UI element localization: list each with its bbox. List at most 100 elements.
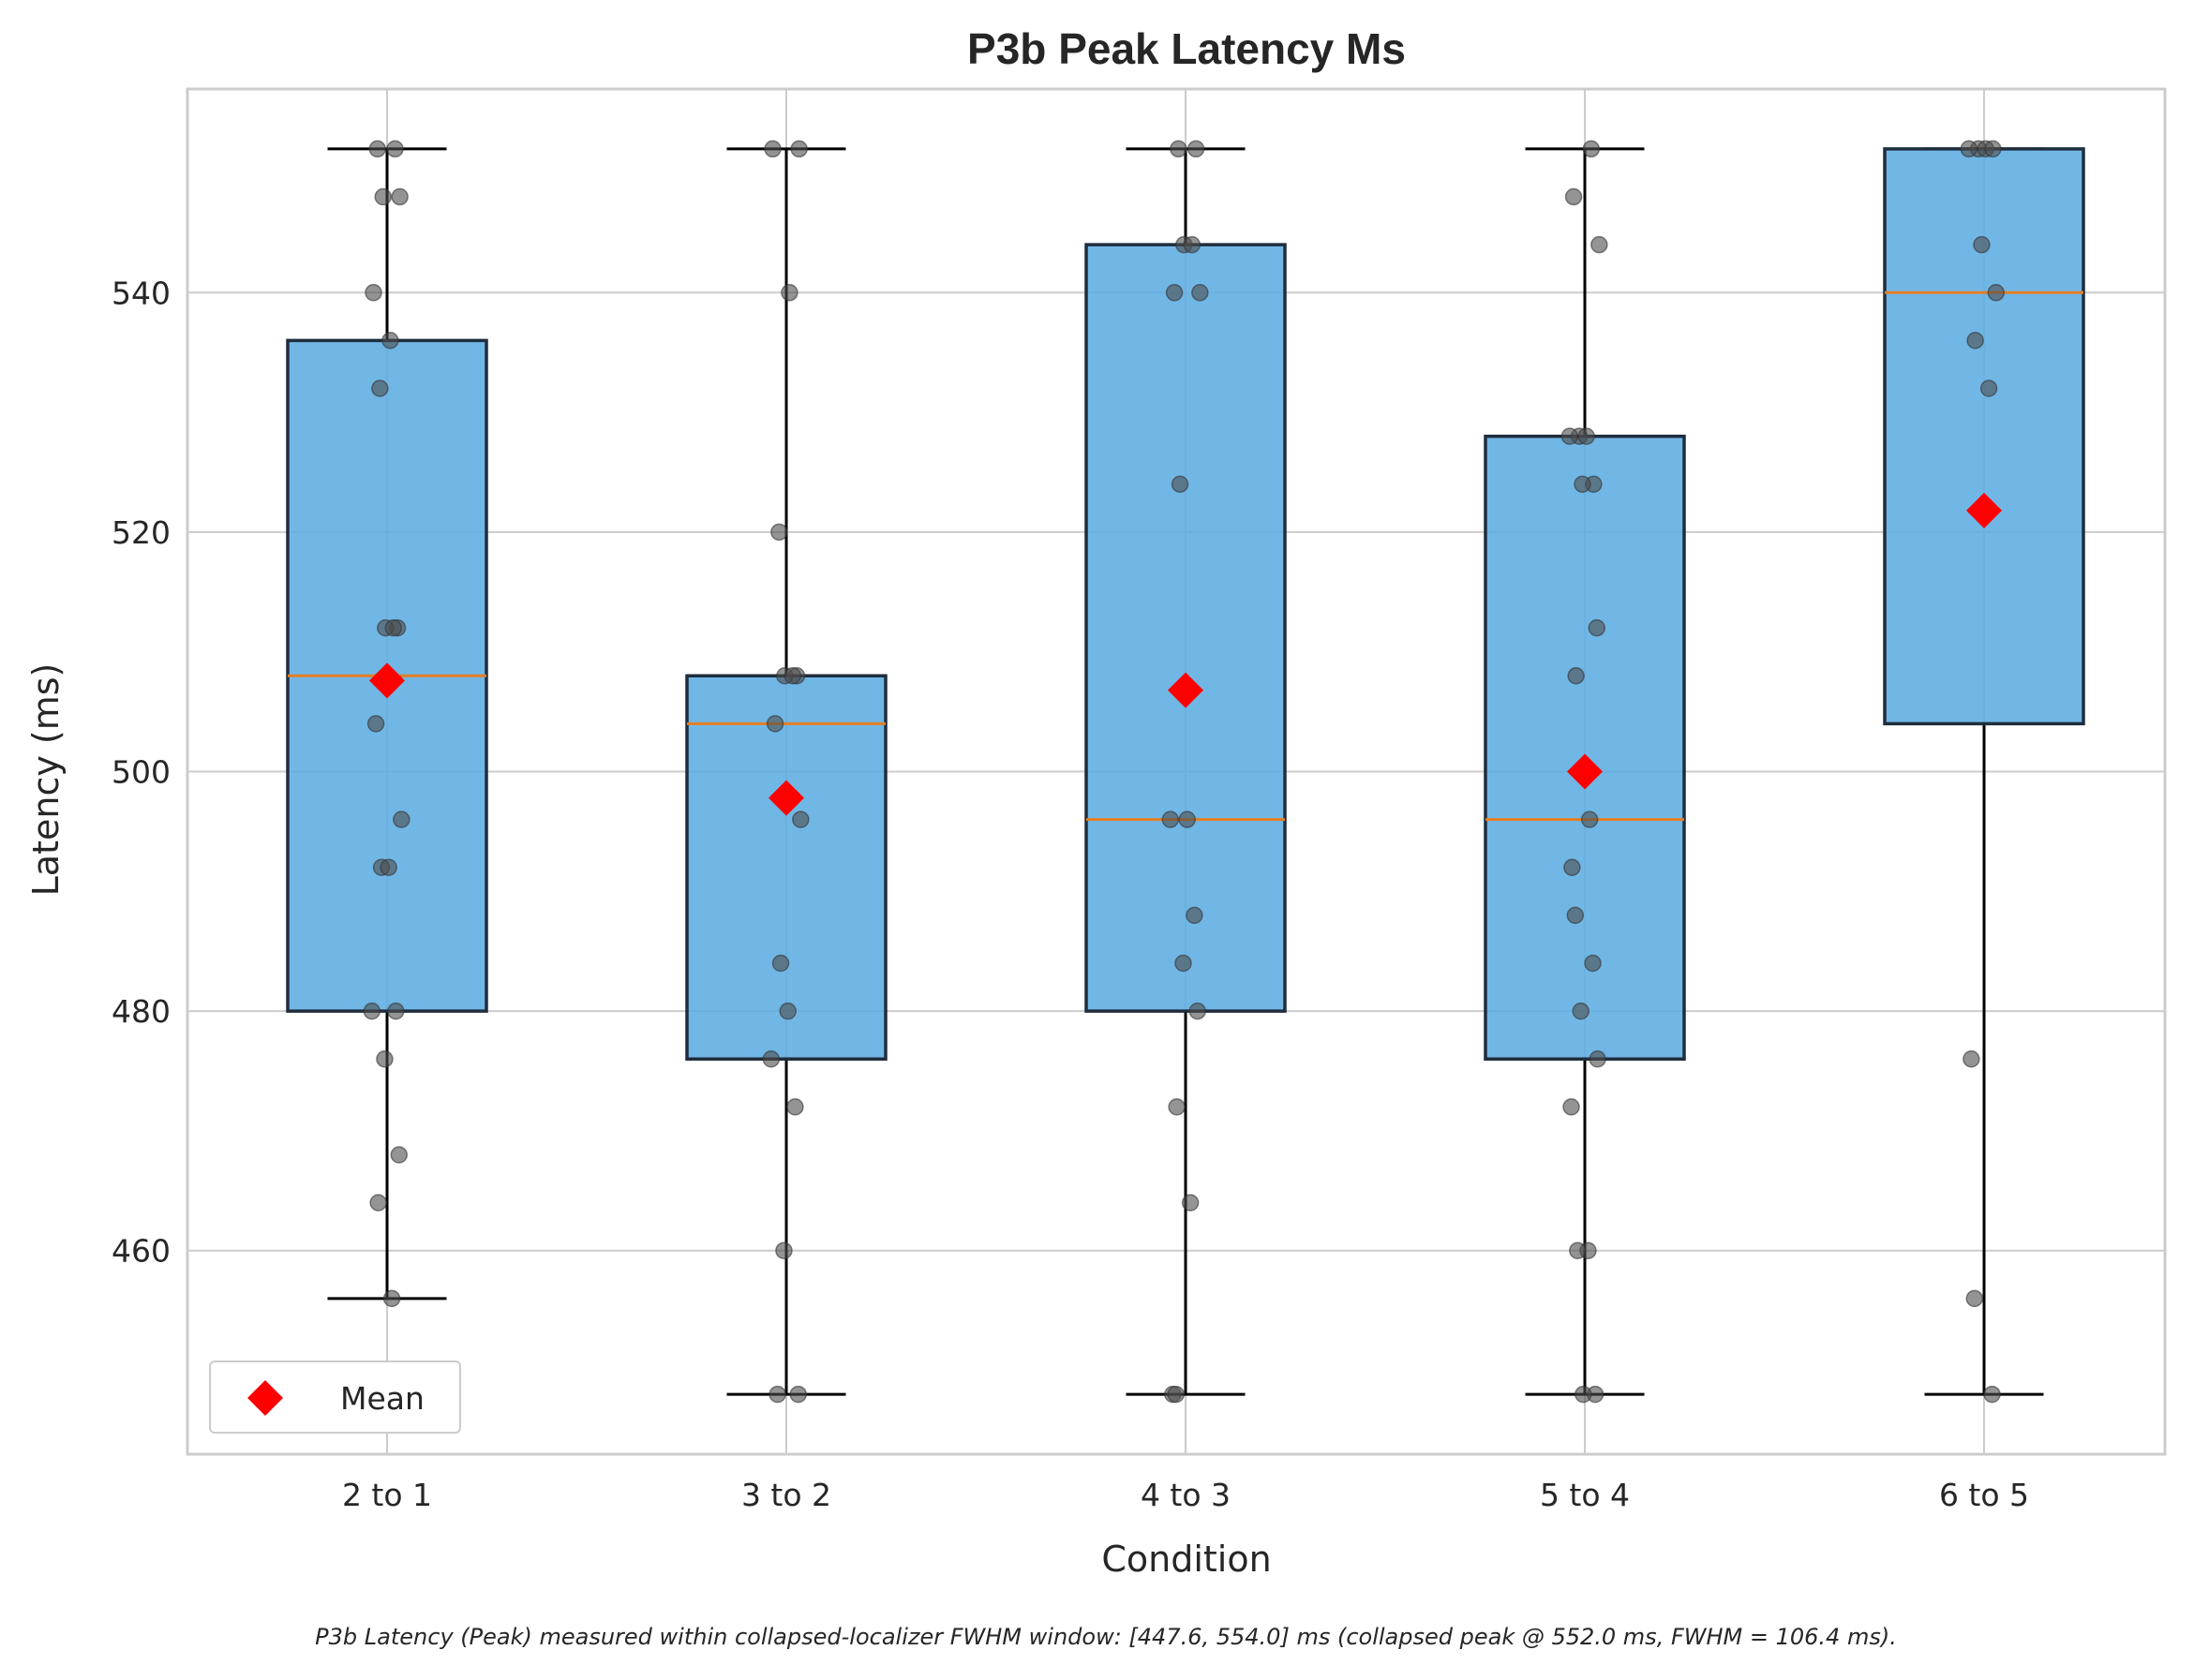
data-point — [769, 1385, 786, 1404]
data-point — [1983, 1385, 2001, 1404]
box-iqr — [1484, 434, 1686, 1061]
data-point — [1188, 1002, 1207, 1020]
data-point — [390, 1146, 409, 1164]
data-point — [1181, 1194, 1200, 1212]
data-point — [770, 523, 788, 542]
data-point — [1567, 667, 1585, 685]
y-tick-label: 540 — [112, 275, 171, 311]
data-point — [1979, 379, 1998, 397]
data-point — [792, 810, 810, 828]
data-point — [789, 1385, 808, 1404]
data-point — [387, 1002, 405, 1020]
data-point — [1584, 954, 1602, 973]
data-point — [1191, 284, 1209, 302]
data-point — [1165, 284, 1184, 302]
data-point — [764, 140, 782, 158]
x-tick-label: 5 to 4 — [1540, 1477, 1630, 1513]
box-group — [685, 147, 888, 1396]
data-point — [1186, 906, 1203, 925]
data-point — [1170, 140, 1187, 158]
data-point — [1569, 1241, 1587, 1259]
box-iqr — [1883, 147, 2085, 726]
data-point — [1973, 235, 1991, 254]
data-point — [1589, 1049, 1606, 1068]
mean-marker — [369, 662, 405, 699]
legend: Mean — [209, 1360, 461, 1434]
data-point — [386, 140, 404, 158]
data-point — [1566, 906, 1585, 925]
means — [369, 492, 2002, 816]
y-tick-label: 500 — [112, 754, 171, 791]
legend-mean-label: Mean — [340, 1380, 425, 1417]
data-point — [1966, 332, 1984, 349]
data-point — [369, 1194, 387, 1212]
y-tick-label: 480 — [112, 993, 171, 1030]
points — [363, 140, 2006, 1404]
data-point — [391, 187, 409, 206]
data-point — [1960, 140, 1978, 158]
data-point — [1574, 475, 1591, 494]
data-point — [779, 1002, 797, 1020]
data-point — [1590, 235, 1608, 254]
x-axis-label: Condition — [1101, 1539, 1271, 1580]
data-point — [382, 1289, 401, 1308]
data-point — [380, 858, 397, 876]
box-group — [1484, 147, 1686, 1396]
data-point — [363, 1002, 381, 1020]
data-point — [1572, 1002, 1590, 1020]
data-point — [1171, 475, 1189, 494]
data-point — [1577, 427, 1595, 445]
data-point — [784, 667, 802, 685]
data-point — [762, 1049, 781, 1068]
legend-frame — [209, 1360, 461, 1434]
chart-caption: P3b Latency (Peak) measured within colla… — [315, 1624, 1897, 1650]
mean-marker — [1567, 753, 1603, 790]
data-point — [1183, 235, 1202, 254]
box-iqr — [1084, 243, 1287, 1013]
data-point — [393, 810, 410, 828]
data-point — [1963, 1049, 1980, 1068]
data-point — [1965, 1289, 1984, 1308]
data-point — [775, 1241, 793, 1259]
x-tick-label: 6 to 5 — [1939, 1477, 2029, 1513]
box-group — [286, 147, 488, 1301]
data-point — [1562, 1098, 1580, 1116]
box-iqr — [685, 674, 888, 1061]
data-point — [366, 715, 385, 733]
data-point — [786, 1098, 804, 1116]
x-tick-label: 4 to 3 — [1141, 1477, 1231, 1513]
data-point — [1987, 284, 2006, 302]
data-point — [376, 1049, 394, 1068]
mean-marker — [769, 780, 804, 816]
mean-marker — [1168, 672, 1203, 708]
data-point — [766, 715, 784, 733]
data-point — [1560, 427, 1579, 445]
x-tick-label: 3 to 2 — [741, 1477, 831, 1513]
plot-frame — [186, 87, 2167, 1456]
box-group — [1084, 147, 1287, 1396]
data-point — [381, 332, 399, 349]
data-point — [781, 284, 799, 302]
chart-title: P3b Peak Latency Ms — [967, 24, 1406, 73]
data-point — [1580, 810, 1599, 828]
data-point — [1582, 140, 1601, 158]
data-point — [1564, 187, 1583, 206]
data-point — [790, 140, 808, 158]
tick-labels: 460 480 500 520 540 2 to 1 3 to 2 4 to 3 5 to 4 6… — [112, 275, 2029, 1513]
data-point — [1588, 618, 1606, 637]
data-point — [771, 954, 790, 973]
data-point — [368, 140, 387, 158]
data-point — [1187, 140, 1205, 158]
x-tick-label: 2 to 1 — [342, 1477, 432, 1513]
data-point — [1161, 810, 1180, 828]
data-point — [1174, 954, 1192, 973]
data-point — [1563, 858, 1581, 876]
data-point — [371, 379, 389, 397]
boxes — [286, 147, 2085, 1396]
y-tick-label: 520 — [112, 514, 171, 551]
data-point — [1167, 1385, 1186, 1404]
data-point — [1984, 140, 2002, 158]
y-tick-label: 460 — [112, 1233, 171, 1270]
data-point — [384, 618, 403, 637]
